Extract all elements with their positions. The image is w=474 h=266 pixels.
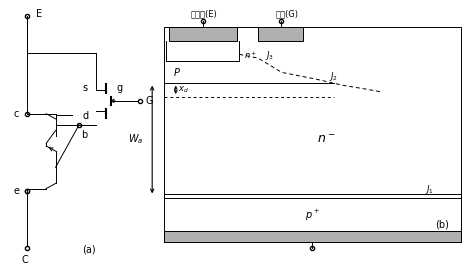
- Text: $J_2$: $J_2$: [329, 70, 338, 83]
- Text: 基极(G): 基极(G): [276, 10, 299, 19]
- Text: C: C: [22, 255, 28, 265]
- Text: g: g: [117, 84, 123, 93]
- Text: c: c: [13, 109, 18, 119]
- Bar: [258, 27, 303, 41]
- Text: $n^-$: $n^-$: [317, 133, 336, 146]
- Text: $J_3$: $J_3$: [265, 49, 274, 62]
- Text: E: E: [36, 9, 42, 19]
- Text: d: d: [82, 111, 89, 121]
- Text: 发射极(E): 发射极(E): [191, 10, 218, 19]
- Bar: [164, 27, 461, 242]
- Text: $x_d$: $x_d$: [178, 85, 189, 95]
- Text: s: s: [82, 83, 88, 93]
- Text: (a): (a): [82, 244, 95, 254]
- Text: $p^+$: $p^+$: [305, 207, 320, 223]
- Text: G: G: [145, 96, 153, 106]
- Text: $J_1$: $J_1$: [426, 183, 435, 196]
- Text: e: e: [13, 186, 19, 196]
- Text: $P$: $P$: [173, 66, 181, 78]
- Text: b: b: [82, 130, 88, 139]
- Text: $W_a$: $W_a$: [128, 133, 143, 147]
- Bar: [169, 27, 237, 41]
- Bar: [164, 231, 461, 242]
- Text: $n^+$: $n^+$: [244, 50, 257, 61]
- Text: (b): (b): [435, 220, 449, 230]
